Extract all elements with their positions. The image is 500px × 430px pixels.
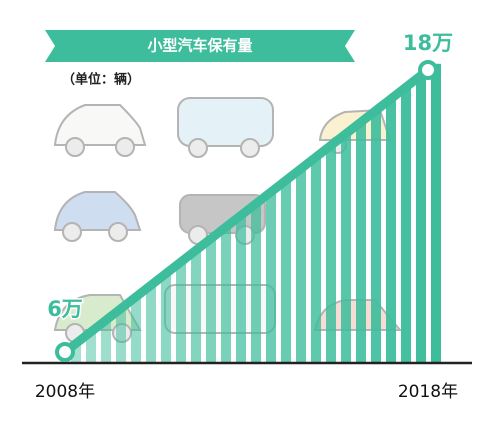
stripe	[431, 63, 441, 362]
stripe	[146, 285, 156, 362]
stripe	[281, 180, 291, 362]
stripe	[86, 331, 96, 362]
stripes	[71, 63, 441, 362]
stripe	[221, 226, 231, 362]
x-tick-label: 2018年	[398, 382, 458, 402]
stripe	[116, 308, 126, 362]
line	[60, 65, 433, 357]
stripe	[161, 273, 171, 362]
stripe	[311, 157, 321, 362]
car	[53, 104, 147, 157]
stripe	[326, 145, 336, 362]
value-label: 18万	[403, 31, 453, 55]
stripe	[386, 98, 396, 362]
stripe	[176, 261, 186, 362]
bus	[177, 97, 274, 158]
stripe	[341, 133, 351, 362]
x-tick-label: 2008年	[35, 382, 95, 402]
point	[55, 342, 75, 362]
stripe	[251, 203, 261, 362]
point	[418, 60, 438, 80]
plot: 6万 2008年 18万 2018年	[35, 30, 458, 403]
chart-subtitle: （单位：辆）	[62, 72, 140, 88]
stripe	[416, 75, 426, 362]
stripe	[401, 87, 411, 362]
value-label: 6万	[47, 297, 83, 321]
stripe	[71, 343, 81, 362]
stripe	[191, 250, 201, 362]
stripe	[266, 191, 276, 362]
chart-title: 小型汽车保有量	[147, 37, 252, 55]
stripe	[131, 296, 141, 362]
stripe	[296, 168, 306, 362]
stripe	[356, 122, 366, 362]
stripe	[236, 215, 246, 362]
stripe	[101, 320, 111, 362]
stripe	[371, 110, 381, 362]
car	[53, 191, 142, 242]
stripe	[206, 238, 216, 362]
title-ribbon	[45, 30, 355, 62]
